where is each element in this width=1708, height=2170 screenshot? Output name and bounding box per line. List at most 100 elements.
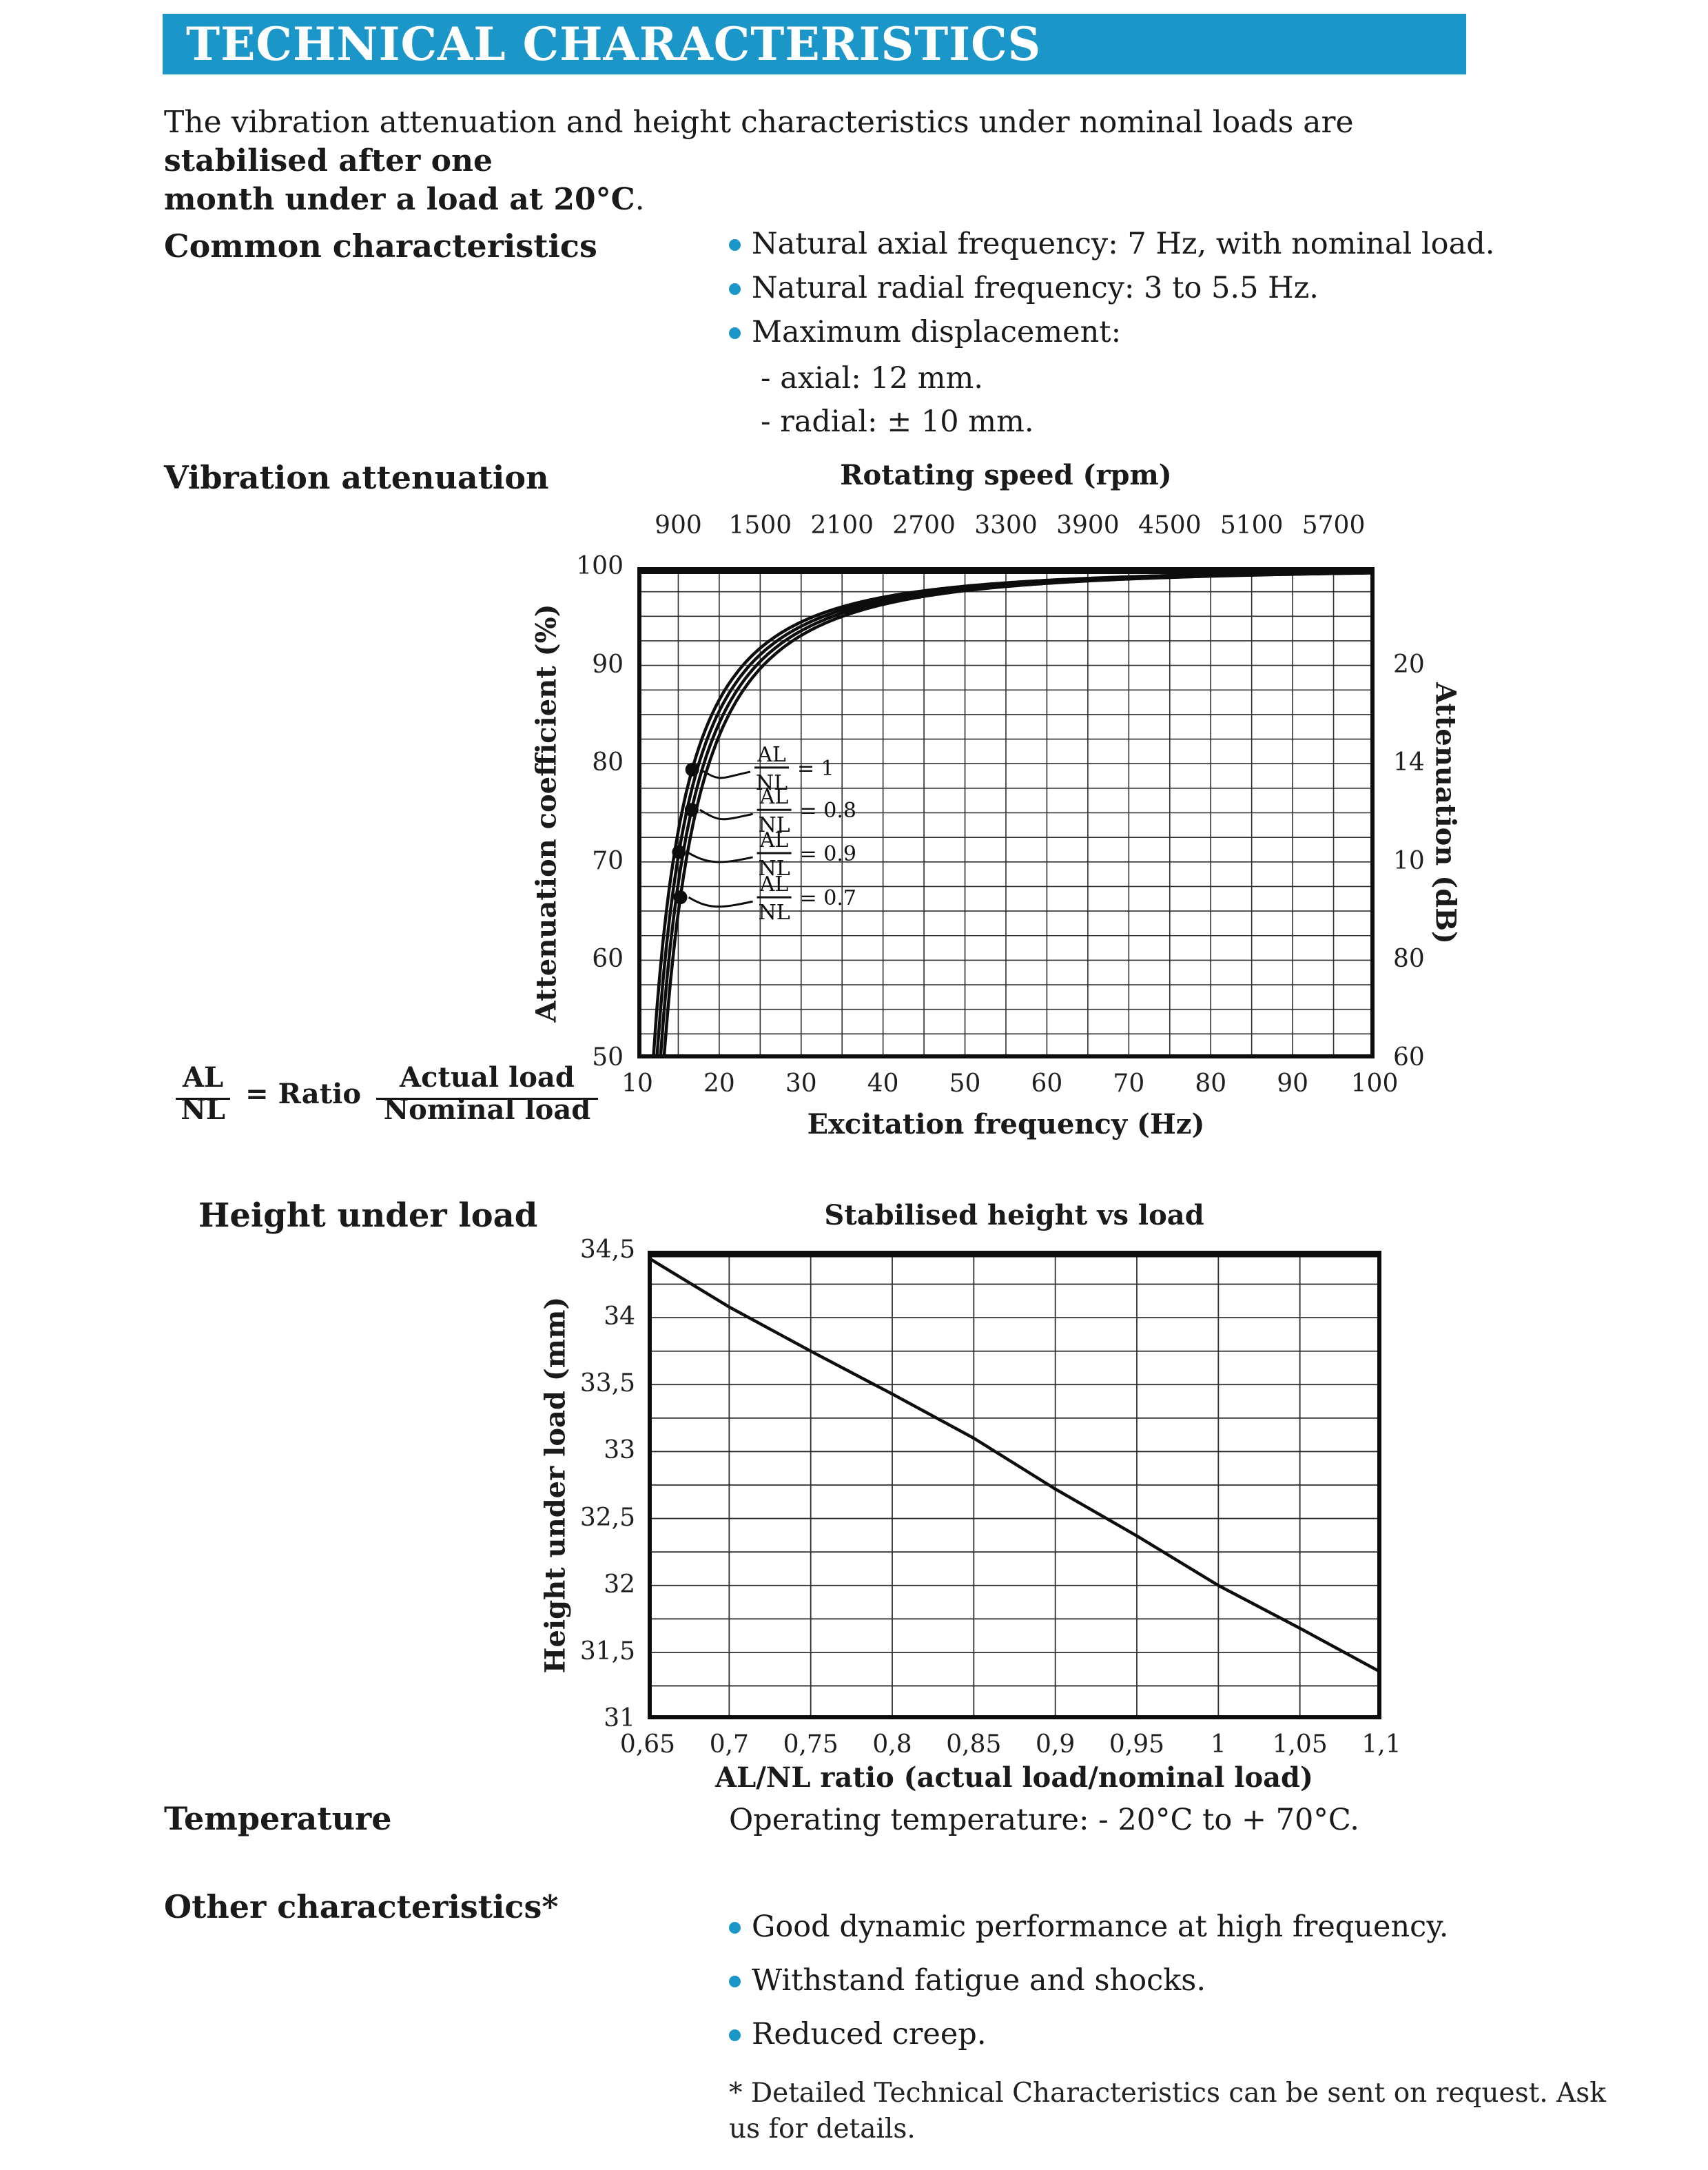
curve-ratio-label-value: = 0.8 xyxy=(800,799,856,823)
curve-ratio-label-value: = 0.9 xyxy=(800,842,856,866)
left-axis-tick-label: 80 xyxy=(592,748,624,777)
bottom-axis-tick-label: 60 xyxy=(1031,1069,1063,1098)
bottom-axis-tick-label: 0,8 xyxy=(872,1730,912,1759)
attenuation-curve xyxy=(662,571,1372,1058)
curve-ratio-label: AL NL = 0.8 xyxy=(757,785,856,837)
curve-marker-dot xyxy=(685,762,699,777)
intro-text-bold: stabilised after one xyxy=(164,143,493,178)
bottom-axis-tick-label: 0,85 xyxy=(946,1730,1002,1759)
right-axis-tick-label: 80 xyxy=(1393,945,1425,974)
height-curve xyxy=(648,1256,1381,1674)
curve-label-leader xyxy=(688,896,753,908)
list-item-label: Maximum displacement: xyxy=(752,315,1122,349)
left-axis-tick-label: 34,5 xyxy=(579,1236,635,1264)
list-item: Withstand fatigue and shocks. xyxy=(729,1963,1448,1999)
height-chart-xlabel: AL/NL ratio (actual load/nominal load) xyxy=(715,1761,1313,1794)
formula-load-fraction: Actual load Nominal load xyxy=(376,1061,598,1126)
height-chart-title: Stabilised height vs load xyxy=(824,1199,1204,1231)
left-axis-tick-label: 31,5 xyxy=(579,1637,635,1666)
list-item: Natural radial frequency: 3 to 5.5 Hz. xyxy=(729,270,1494,307)
vibration-chart-ylabel-right: Attenuation (dB) xyxy=(1429,682,1462,944)
vibration-chart-ylabel-left: Attenuation coefficient (%) xyxy=(530,604,563,1023)
curve-ratio-label-den: NL xyxy=(756,771,788,795)
left-axis-tick-label: 50 xyxy=(592,1043,624,1072)
sub-list-item: - axial: 12 mm. xyxy=(761,361,983,396)
bottom-axis-tick-label: 0,95 xyxy=(1109,1730,1165,1759)
page-title: TECHNICAL CHARACTERISTICS xyxy=(186,17,1042,71)
right-axis-tick-label: 20 xyxy=(1393,650,1425,679)
left-axis-tick-label: 70 xyxy=(592,846,624,875)
vibration-chart-plot: AL NL = 1 AL NL = 0.9 AL NL = 0.8 AL NL = 0.7 xyxy=(637,567,1375,1058)
sub-item-list: - axial: 12 mm. - radial: ± 10 mm. xyxy=(729,360,1494,440)
list-item-label: Good dynamic performance at high frequen… xyxy=(752,1910,1449,1944)
bullet-dot-icon xyxy=(729,327,741,339)
heading-temperature: Temperature xyxy=(164,1800,392,1837)
bullet-dot-icon xyxy=(729,1976,741,1987)
bottom-axis-tick-label: 0,65 xyxy=(619,1730,676,1759)
list-item: Reduced creep. xyxy=(729,2016,1448,2053)
curve-ratio-label-num: AL xyxy=(759,828,789,852)
bottom-axis-tick-label: 50 xyxy=(949,1069,981,1098)
heading-height-under-load: Height under load xyxy=(198,1196,538,1235)
list-item: Maximum displacement: xyxy=(729,314,1494,351)
top-axis-tick-label: 4500 xyxy=(1138,511,1202,540)
left-axis-tick-label: 32,5 xyxy=(579,1503,635,1532)
curve-ratio-label: AL NL = 1 xyxy=(754,743,834,795)
top-axis-tick-label: 3900 xyxy=(1056,511,1120,540)
right-axis-tick-label: 10 xyxy=(1393,846,1425,875)
list-item-label: Reduced creep. xyxy=(752,2017,987,2051)
curve-ratio-label: AL NL = 0.9 xyxy=(757,828,856,881)
curve-ratio-label-num: AL xyxy=(759,872,789,897)
curve-label-leader xyxy=(699,768,751,779)
curve-label-leader xyxy=(686,851,753,863)
heading-vibration-attenuation: Vibration attenuation xyxy=(164,459,549,496)
footnote-line: us for details. xyxy=(729,2113,916,2145)
top-axis-tick-label: 3300 xyxy=(974,511,1038,540)
list-item: Good dynamic performance at high frequen… xyxy=(729,1909,1448,1945)
intro-paragraph: The vibration attenuation and height cha… xyxy=(164,103,1480,219)
left-axis-tick-label: 34 xyxy=(604,1302,635,1331)
section-banner: TECHNICAL CHARACTERISTICS xyxy=(163,14,1466,74)
curve-marker-dot xyxy=(684,803,699,817)
vibration-chart-top-axis-title: Rotating speed (rpm) xyxy=(840,459,1172,491)
bottom-axis-tick-label: 100 xyxy=(1350,1069,1399,1098)
bottom-axis-tick-label: 0,9 xyxy=(1036,1730,1076,1759)
ratio-formula: AL NL = Ratio Actual load Nominal load xyxy=(176,1061,598,1126)
heading-other-characteristics: Other characteristics* xyxy=(164,1888,559,1925)
curve-ratio-label-num: AL xyxy=(759,785,789,809)
curve-ratio-label-den: NL xyxy=(758,813,790,837)
temperature-text: Operating temperature: - 20°C to + 70°C. xyxy=(729,1803,1359,1837)
heading-common-characteristics: Common characteristics xyxy=(164,227,597,265)
curve-marker-dot xyxy=(672,845,686,859)
curve-ratio-label-den: NL xyxy=(758,857,790,881)
top-axis-tick-label: 2700 xyxy=(892,511,956,540)
sub-list-item: - radial: ± 10 mm. xyxy=(761,405,1034,439)
bottom-axis-tick-label: 10 xyxy=(621,1069,653,1098)
curve-ratio-label-den: NL xyxy=(758,901,790,925)
bottom-axis-tick-label: 0,75 xyxy=(783,1730,838,1759)
left-axis-tick-label: 32 xyxy=(604,1570,635,1599)
list-item-label: Natural radial frequency: 3 to 5.5 Hz. xyxy=(752,271,1319,305)
bottom-axis-tick-label: 0,7 xyxy=(709,1730,749,1759)
bullet-dot-icon xyxy=(729,283,741,295)
curve-label-leader xyxy=(699,808,753,821)
bottom-axis-tick-label: 70 xyxy=(1113,1069,1145,1098)
footnote: * Detailed Technical Characteristics can… xyxy=(729,2076,1606,2147)
formula-equals-ratio: = Ratio xyxy=(245,1077,362,1110)
list-item-label: Natural axial frequency: 7 Hz, with nomi… xyxy=(752,227,1495,261)
bottom-axis-tick-label: 1,05 xyxy=(1272,1730,1328,1759)
top-axis-tick-label: 5700 xyxy=(1301,511,1366,540)
curve-ratio-label-value: = 1 xyxy=(797,757,834,781)
vibration-chart-xlabel: Excitation frequency (Hz) xyxy=(807,1108,1205,1140)
intro-text: The vibration attenuation and height cha… xyxy=(164,105,1354,140)
top-axis-tick-label: 900 xyxy=(655,511,702,540)
footnote-line: * Detailed Technical Characteristics can… xyxy=(729,2078,1606,2109)
bullet-dot-icon xyxy=(729,1922,741,1934)
height-chart-ylabel: Height under load (mm) xyxy=(539,1296,572,1674)
left-axis-tick-label: 100 xyxy=(576,552,624,580)
left-axis-tick-label: 33 xyxy=(604,1436,635,1465)
left-axis-tick-label: 31 xyxy=(604,1704,635,1732)
bottom-axis-tick-label: 30 xyxy=(785,1069,817,1098)
left-axis-tick-label: 33,5 xyxy=(579,1369,635,1398)
list-item: Natural axial frequency: 7 Hz, with nomi… xyxy=(729,226,1494,263)
